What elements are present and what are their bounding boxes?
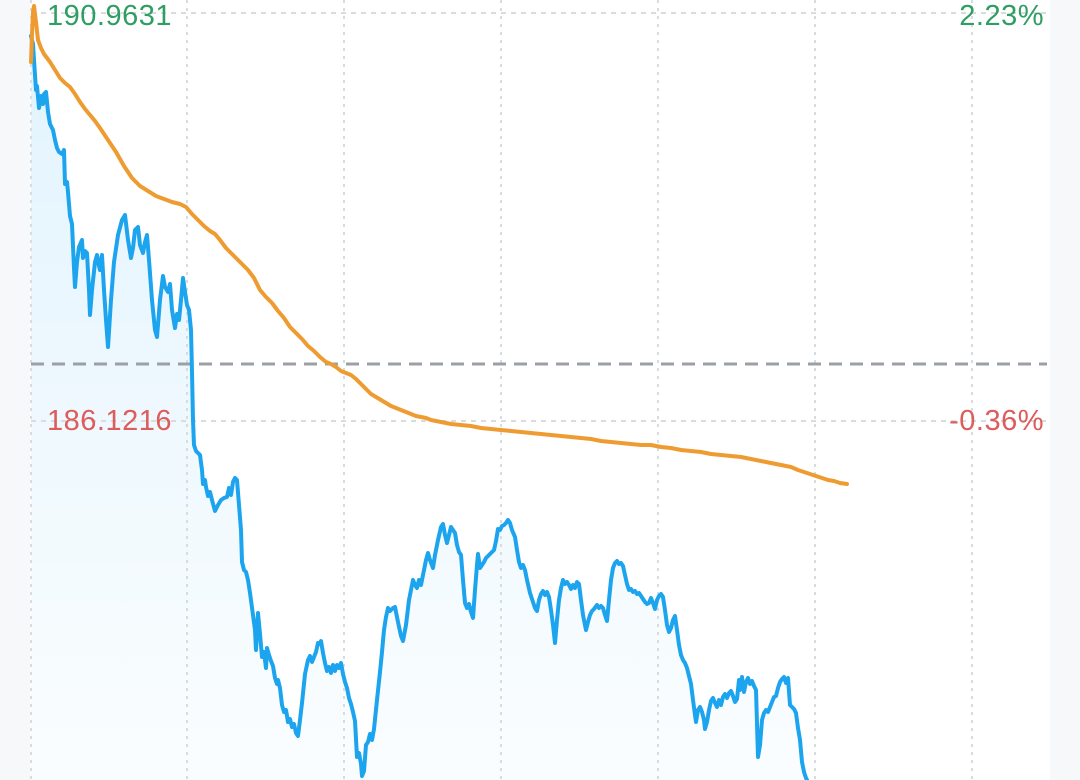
right-margin	[1050, 0, 1080, 780]
price-line	[29, 34, 810, 780]
low-percent-label: -0.36%	[949, 405, 1044, 437]
left-margin	[0, 0, 30, 780]
low-price-label: 186.1216	[47, 405, 172, 437]
high-price-label: 190.9631	[47, 0, 172, 32]
price-area-fill	[31, 36, 807, 780]
average-price-line	[29, 4, 849, 486]
high-percent-label: 2.23%	[959, 0, 1044, 32]
